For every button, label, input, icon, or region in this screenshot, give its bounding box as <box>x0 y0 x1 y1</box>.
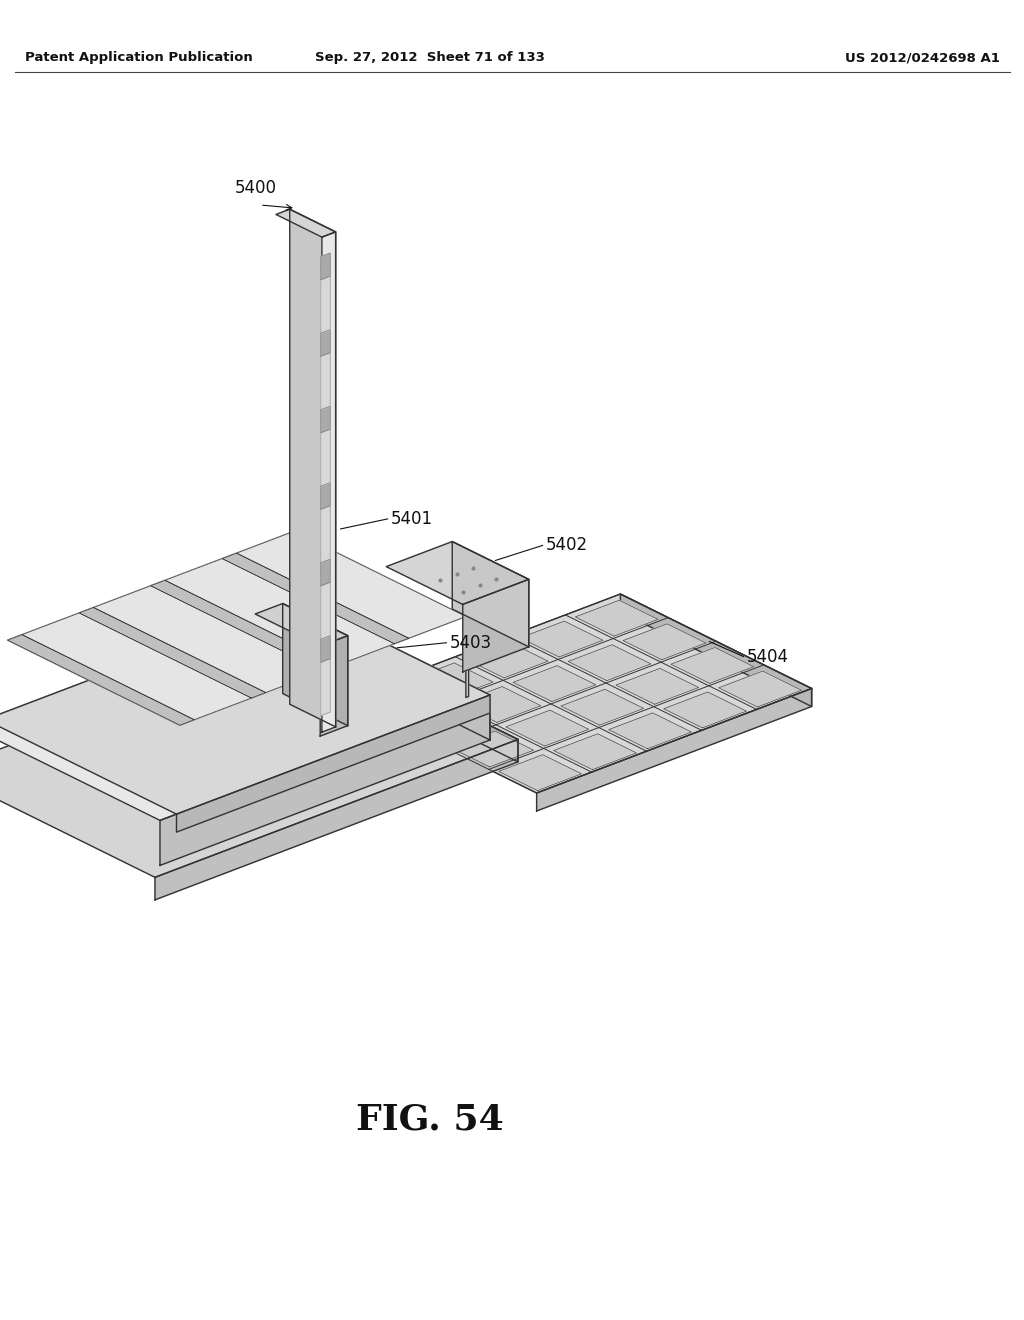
Text: 5401: 5401 <box>390 510 433 528</box>
Polygon shape <box>520 622 603 657</box>
Polygon shape <box>575 601 658 636</box>
Polygon shape <box>321 582 330 639</box>
Polygon shape <box>322 232 336 733</box>
Polygon shape <box>554 734 637 770</box>
Polygon shape <box>621 594 812 706</box>
Polygon shape <box>165 558 394 665</box>
Polygon shape <box>411 663 493 698</box>
Polygon shape <box>255 603 348 645</box>
Text: US 2012/0242698 A1: US 2012/0242698 A1 <box>845 51 1000 65</box>
Polygon shape <box>355 684 438 719</box>
Polygon shape <box>321 429 330 486</box>
Polygon shape <box>345 594 812 793</box>
Polygon shape <box>8 532 466 725</box>
Polygon shape <box>561 689 644 725</box>
Polygon shape <box>79 607 265 698</box>
Polygon shape <box>499 755 582 791</box>
Polygon shape <box>321 330 330 356</box>
Polygon shape <box>151 581 337 671</box>
Polygon shape <box>304 634 518 762</box>
Polygon shape <box>608 713 691 748</box>
Polygon shape <box>513 665 596 701</box>
Polygon shape <box>453 541 528 647</box>
Polygon shape <box>403 708 485 743</box>
Polygon shape <box>624 624 706 660</box>
Polygon shape <box>321 636 330 663</box>
Polygon shape <box>176 696 490 832</box>
Polygon shape <box>321 352 330 409</box>
Polygon shape <box>237 532 466 639</box>
Polygon shape <box>321 407 330 433</box>
Polygon shape <box>321 506 330 562</box>
Polygon shape <box>0 601 490 814</box>
Polygon shape <box>466 615 469 697</box>
Polygon shape <box>321 636 348 737</box>
Polygon shape <box>290 210 336 727</box>
Polygon shape <box>93 586 323 693</box>
Polygon shape <box>537 689 812 810</box>
Polygon shape <box>222 553 409 644</box>
Polygon shape <box>160 696 490 866</box>
Polygon shape <box>463 579 528 672</box>
Polygon shape <box>155 739 518 900</box>
Polygon shape <box>299 601 490 741</box>
Polygon shape <box>386 541 528 605</box>
Polygon shape <box>23 612 251 719</box>
Text: 5402: 5402 <box>546 536 588 554</box>
Polygon shape <box>719 671 802 708</box>
Polygon shape <box>568 644 651 681</box>
Polygon shape <box>276 210 336 238</box>
Polygon shape <box>664 692 746 727</box>
Polygon shape <box>321 483 330 510</box>
Polygon shape <box>458 686 541 722</box>
Polygon shape <box>321 659 330 715</box>
Polygon shape <box>451 731 534 767</box>
Polygon shape <box>615 668 698 705</box>
Polygon shape <box>465 642 548 678</box>
Polygon shape <box>321 560 330 586</box>
Polygon shape <box>506 710 589 746</box>
Text: 5400: 5400 <box>234 180 278 197</box>
Text: 5404: 5404 <box>746 648 788 665</box>
Text: FIG. 54: FIG. 54 <box>356 1104 504 1137</box>
Text: Patent Application Publication: Patent Application Publication <box>25 51 253 65</box>
Text: 5403: 5403 <box>450 634 492 652</box>
Polygon shape <box>321 276 330 333</box>
Polygon shape <box>321 253 330 280</box>
Polygon shape <box>671 648 754 684</box>
Text: Sep. 27, 2012  Sheet 71 of 133: Sep. 27, 2012 Sheet 71 of 133 <box>315 51 545 65</box>
Polygon shape <box>283 603 348 726</box>
Polygon shape <box>8 635 195 725</box>
Polygon shape <box>0 634 518 878</box>
Polygon shape <box>0 601 490 821</box>
